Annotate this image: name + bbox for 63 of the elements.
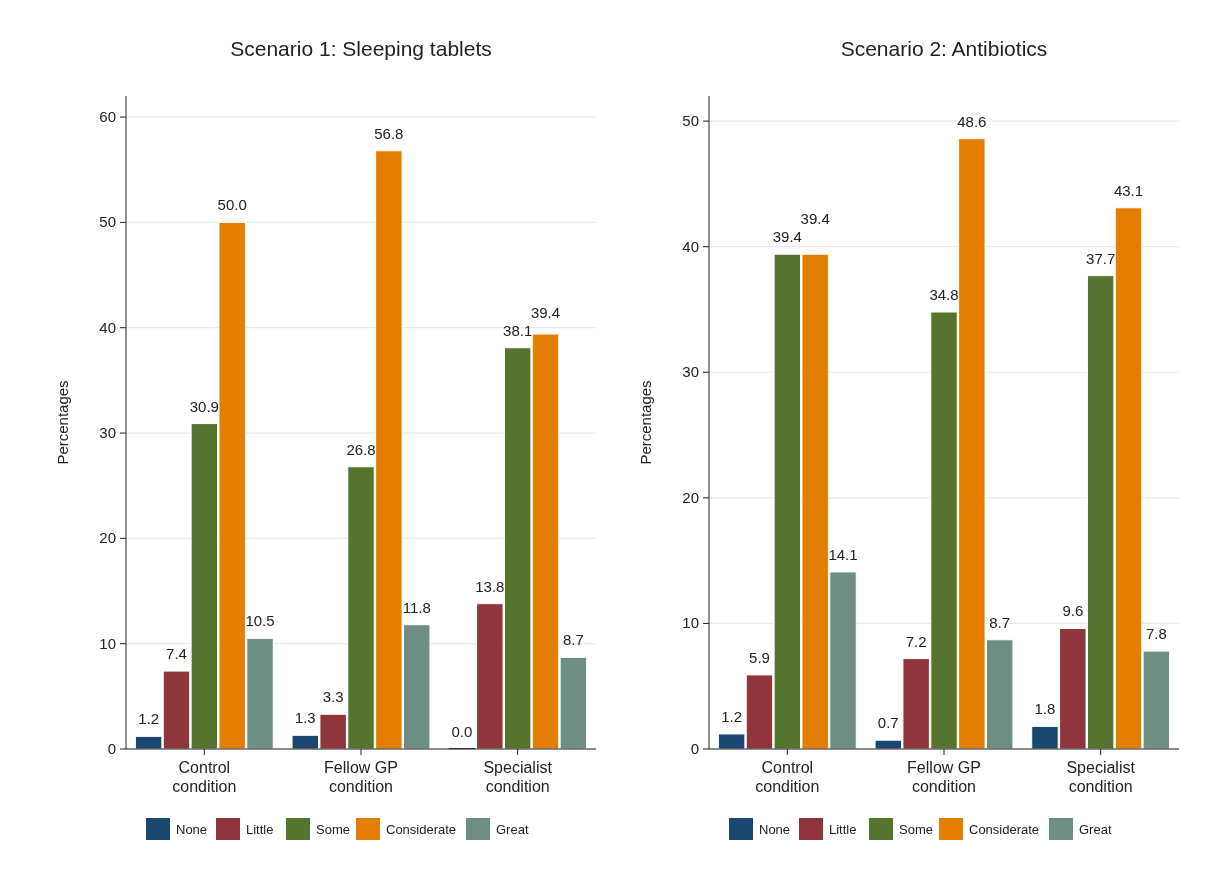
x-tick-label: Fellow GP condition	[324, 759, 398, 795]
data-label: 3.3	[322, 688, 344, 706]
y-tick-label: 20	[682, 488, 699, 506]
legend-label: Some	[899, 822, 933, 837]
data-label: 8.7	[562, 631, 584, 649]
y-tick-label: 10	[682, 614, 699, 632]
data-label: 39.4	[530, 303, 561, 321]
data-label: 30.9	[189, 397, 219, 415]
legend-label: Great	[1079, 822, 1112, 837]
y-axis-title: Percentages	[54, 380, 71, 465]
y-tick-label: 50	[682, 112, 699, 130]
y-tick-label: 10	[99, 634, 116, 652]
data-label: 26.8	[346, 440, 376, 458]
data-label: 10.5	[245, 612, 275, 630]
data-label: 1.8	[1034, 700, 1056, 718]
data-label: 39.4	[800, 210, 830, 228]
legend-label: Great	[496, 822, 529, 837]
legend-label: Considerate	[969, 822, 1040, 837]
data-label: 34.8	[929, 285, 959, 303]
data-label: 11.8	[402, 598, 431, 616]
data-label: 39.4	[772, 228, 802, 246]
data-label: 8.7	[989, 613, 1011, 631]
y-tick-label: 0	[107, 740, 116, 757]
data-label: 9.6	[1062, 602, 1084, 620]
data-label: 5.9	[749, 648, 770, 666]
x-tick-label: Control condition	[755, 759, 820, 795]
chart-title: Scenario 1: Sleeping tablets	[230, 37, 492, 60]
data-label: 7.4	[166, 645, 187, 663]
data-label: 56.8	[374, 124, 404, 142]
data-label: 37.7	[1086, 249, 1116, 267]
y-tick-label: 40	[99, 318, 116, 336]
legend-label: None	[176, 822, 208, 837]
legend-label: None	[759, 822, 791, 837]
data-label: 7.2	[905, 632, 927, 650]
y-axis-title: Percentages	[637, 380, 654, 465]
data-label: 1.2	[721, 707, 743, 725]
x-tick-label: Specialist condition	[1066, 759, 1136, 795]
chart-title: Scenario 2: Antibiotics	[840, 37, 1048, 60]
x-tick-label: Control condition	[172, 759, 237, 795]
y-tick-label: 30	[682, 363, 699, 381]
y-tick-label: 40	[682, 237, 699, 255]
data-label: 1.3	[294, 709, 316, 727]
data-label: 50.0	[217, 196, 247, 214]
data-label: 1.2	[138, 710, 160, 728]
legend-label: Considerate	[386, 822, 457, 837]
legend-label: Little	[246, 822, 274, 837]
legend-label: Some	[316, 822, 350, 837]
y-tick-label: 0	[690, 740, 699, 757]
y-tick-label: 20	[99, 529, 116, 547]
data-label: 13.8	[475, 577, 505, 595]
legend-label: Little	[829, 822, 857, 837]
y-tick-label: 30	[99, 424, 116, 442]
data-label: 43.1	[1113, 181, 1144, 199]
x-tick-label: Fellow GP condition	[907, 759, 981, 795]
data-label: 0.7	[877, 714, 899, 732]
x-tick-label: Specialist condition	[483, 759, 553, 795]
y-tick-label: 60	[99, 108, 116, 126]
data-label: 48.6	[957, 112, 987, 130]
y-tick-label: 50	[99, 213, 116, 231]
data-label: 0.0	[451, 723, 473, 740]
data-label: 14.1	[828, 545, 858, 563]
data-label: 38.1	[503, 321, 533, 339]
data-label: 7.8	[1145, 625, 1167, 643]
